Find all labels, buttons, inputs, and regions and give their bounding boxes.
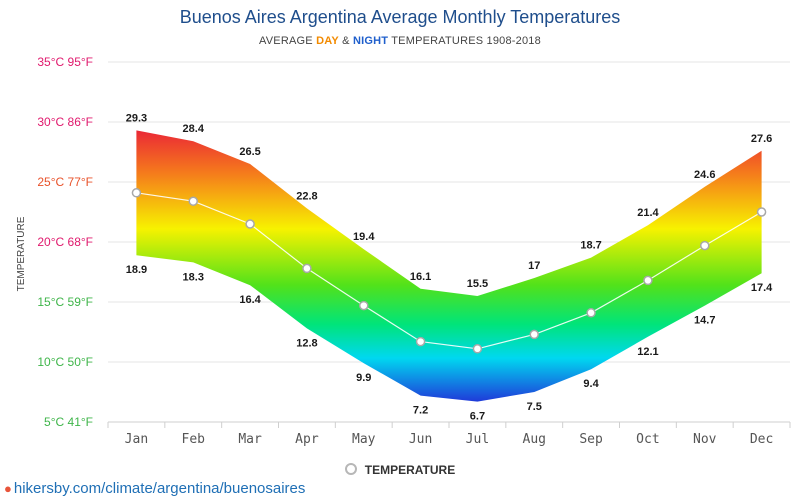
y-tick-label: 5°C 41°F — [44, 415, 93, 429]
y-tick-label: 35°C 95°F — [37, 55, 93, 69]
y-tick-label: 30°C 86°F — [37, 115, 93, 129]
night-value-label: 14.7 — [694, 315, 715, 327]
temperature-point — [415, 336, 426, 347]
subtitle-suffix: TEMPERATURES 1908-2018 — [388, 35, 541, 47]
temperature-line — [136, 192, 762, 350]
chart-subtitle: AVERAGE DAY & NIGHT TEMPERATURES 1908-20… — [0, 35, 800, 47]
night-value-label: 12.8 — [296, 337, 317, 349]
day-value-label: 17 — [528, 260, 540, 272]
x-tick-label: Mar — [238, 432, 262, 447]
y-axis-title: TEMPERATURE — [16, 216, 27, 291]
day-value-label: 16.1 — [410, 271, 431, 283]
legend-label: TEMPERATURE — [364, 463, 456, 477]
x-tick-label: May — [352, 432, 376, 447]
night-value-label: 18.9 — [126, 264, 147, 276]
day-value-label: 15.5 — [467, 278, 488, 290]
day-value-label: 24.6 — [694, 169, 715, 181]
night-value-label: 18.3 — [183, 271, 204, 283]
source-link[interactable]: ● hikersby.com/climate/argentina/buenosai… — [4, 480, 305, 497]
day-value-label: 18.7 — [580, 240, 601, 252]
temperature-point — [245, 219, 255, 229]
temperature-point — [472, 344, 483, 354]
data-labels: 29.3 28.4 26.5 22.8 19.4 16.1 15.5 17 18.7 21.4 24… — [126, 112, 773, 422]
y-tick-label: 20°C 68°F — [37, 235, 93, 249]
night-value-label: 9.9 — [356, 372, 371, 384]
temperature-point — [302, 263, 312, 274]
x-tick-label: Aug — [523, 432, 546, 447]
chart-title: Buenos Aires Argentina Average Monthly T… — [179, 7, 621, 27]
day-value-label: 27.6 — [751, 133, 772, 145]
temperature-point — [643, 275, 653, 286]
subtitle-prefix: AVERAGE — [259, 35, 317, 47]
x-tick-label: Oct — [636, 432, 659, 447]
y-tick-label: 25°C 77°F — [37, 175, 93, 189]
subtitle-night: NIGHT — [352, 35, 389, 47]
night-value-label: 7.2 — [413, 405, 428, 417]
night-value-label: 9.4 — [583, 378, 599, 390]
subtitle-day: DAY — [316, 35, 339, 47]
night-value-label: 17.4 — [751, 282, 773, 294]
subtitle-amp: & — [338, 35, 353, 47]
day-value-label: 28.4 — [183, 123, 205, 135]
x-tick-label: Apr — [295, 432, 319, 447]
temperature-point — [586, 308, 596, 318]
day-value-label: 21.4 — [637, 207, 659, 219]
day-value-label: 19.4 — [353, 231, 375, 243]
temperature-point — [188, 196, 198, 206]
x-tick-label: Jan — [125, 432, 148, 447]
x-tick-label: Sep — [579, 432, 603, 447]
day-value-label: 22.8 — [296, 190, 317, 202]
map-pin-icon: ● — [4, 481, 12, 496]
day-value-label: 26.5 — [239, 146, 260, 158]
x-tick-label: Feb — [182, 432, 206, 447]
axes: 35°C 95°F 30°C 86°F 25°C 77°F 20°C 68°F 15°C… — [16, 55, 791, 447]
legend-marker-icon — [344, 463, 357, 475]
day-night-band — [136, 130, 762, 402]
temperature-point — [359, 300, 369, 311]
temperature-point — [131, 188, 142, 198]
legend[interactable]: TEMPERATURE — [0, 463, 800, 477]
x-tick-label: Dec — [750, 432, 773, 447]
temperature-point — [529, 329, 539, 340]
night-value-label: 16.4 — [239, 294, 261, 306]
x-tick-label: Nov — [693, 432, 717, 447]
night-value-label: 12.1 — [637, 346, 658, 358]
temperature-point — [756, 207, 767, 217]
x-tick-label: Jun — [409, 432, 432, 447]
temperature-band — [136, 130, 762, 402]
y-tick-label: 10°C 50°F — [37, 355, 93, 369]
night-value-label: 7.5 — [527, 401, 542, 413]
average-line — [131, 188, 767, 354]
night-value-label: 6.7 — [470, 411, 485, 423]
y-tick-label: 15°C 59°F — [37, 295, 93, 309]
x-tick-label: Jul — [466, 432, 489, 447]
temperature-point — [700, 240, 710, 251]
day-value-label: 29.3 — [126, 112, 147, 124]
source-link-text: hikersby.com/climate/argentina/buenosair… — [13, 480, 306, 497]
